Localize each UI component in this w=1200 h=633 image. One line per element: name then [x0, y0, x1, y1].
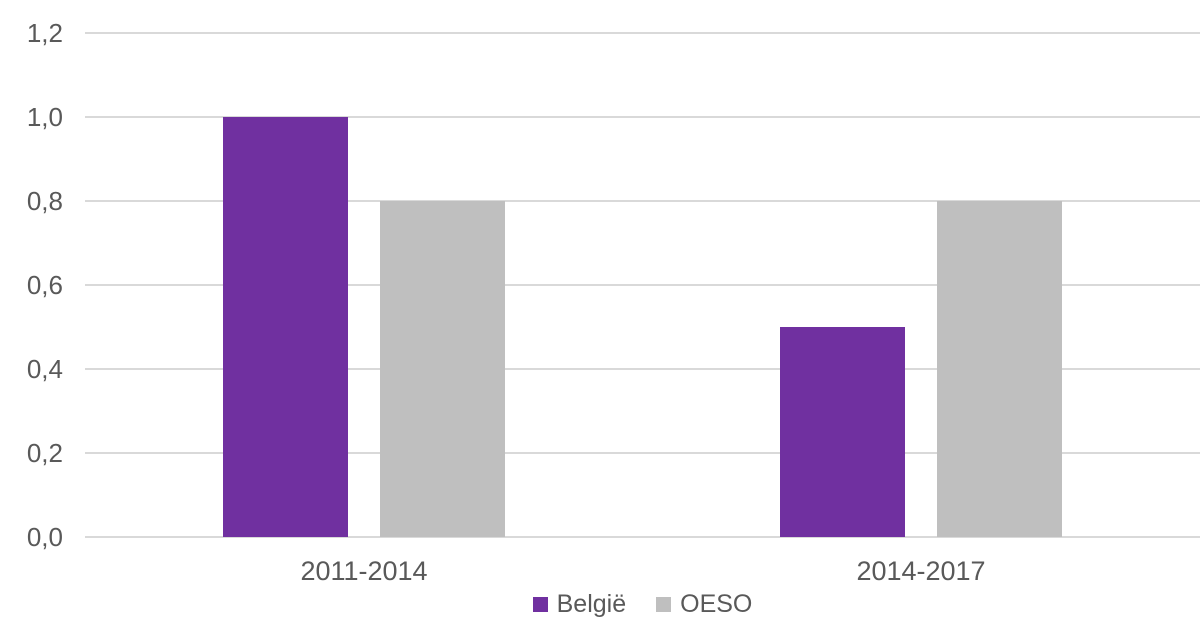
gridline: [85, 452, 1200, 454]
bar-belgi--2014-2017: [780, 327, 905, 537]
y-tick-label: 0,8: [26, 186, 63, 216]
gridline: [85, 116, 1200, 118]
gridline: [85, 536, 1200, 538]
gridline: [85, 32, 1200, 34]
legend-swatch-oeso: [656, 597, 672, 612]
x-tick-label: 2011-2014: [300, 556, 428, 586]
legend-item-oeso: OESO: [656, 590, 752, 619]
legend-item-belgi-: België: [532, 590, 627, 619]
gridline: [85, 200, 1200, 202]
bar-oeso-2011-2014: [380, 201, 505, 537]
legend-label: België: [556, 590, 627, 618]
legend: België OESO: [85, 590, 1200, 619]
y-tick-label: 0,0: [26, 522, 63, 552]
bar-belgi--2011-2014: [223, 117, 348, 537]
y-tick-label: 0,4: [26, 354, 63, 384]
gridline: [85, 368, 1200, 370]
bar-oeso-2014-2017: [937, 201, 1062, 537]
plot-area: [85, 32, 1200, 538]
x-tick-label: 2014-2017: [856, 556, 986, 586]
gridline: [85, 284, 1200, 286]
y-tick-label: 1,0: [26, 102, 63, 132]
y-tick-label: 1,2: [26, 18, 63, 48]
legend-label: OESO: [680, 590, 753, 618]
y-tick-label: 0,6: [26, 270, 63, 300]
y-tick-label: 0,2: [26, 438, 63, 468]
legend-swatch-belgi-: [532, 597, 548, 612]
